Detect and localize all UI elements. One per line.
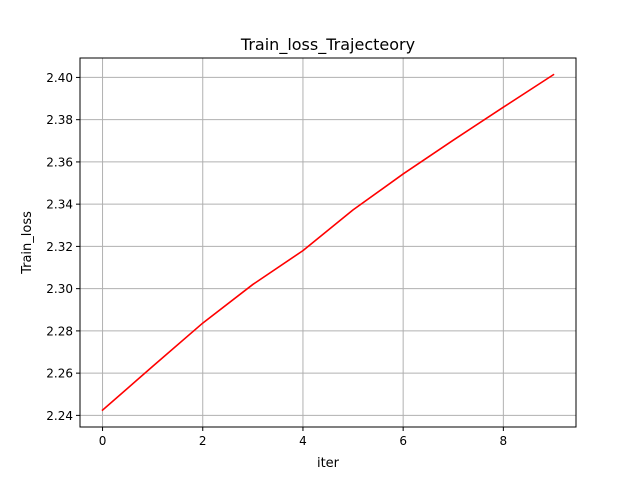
y-tick-label: 2.32 — [46, 240, 73, 254]
plot-frame — [79, 57, 577, 428]
y-tick-label: 2.36 — [46, 155, 73, 169]
x-tick-label: 6 — [399, 434, 407, 448]
chart-title: Train_loss_Trajecteory — [240, 35, 415, 55]
tick-layer: 0 2 4 6 8 2.24 2.26 2.28 2.30 2.32 2.34 2.36 2.38 2.4… — [46, 71, 507, 448]
y-tick-label: 2.40 — [46, 71, 73, 85]
y-tick-label: 2.30 — [46, 282, 73, 296]
series-layer — [101, 73, 555, 412]
grid-layer — [80, 58, 576, 427]
x-axis-label: iter — [317, 456, 340, 471]
x-tick-label: 8 — [500, 434, 508, 448]
x-tick-label: 4 — [299, 434, 307, 448]
x-tick-label: 0 — [99, 434, 107, 448]
y-tick-label: 2.38 — [46, 113, 73, 127]
train-loss-line — [101, 73, 555, 412]
y-tick-label: 2.24 — [46, 409, 73, 423]
y-tick-label: 2.28 — [46, 324, 73, 338]
y-tick-label: 2.26 — [46, 367, 73, 381]
y-axis-label: Train_loss — [20, 211, 35, 275]
y-tick-label: 2.34 — [46, 198, 73, 212]
x-tick-label: 2 — [199, 434, 207, 448]
